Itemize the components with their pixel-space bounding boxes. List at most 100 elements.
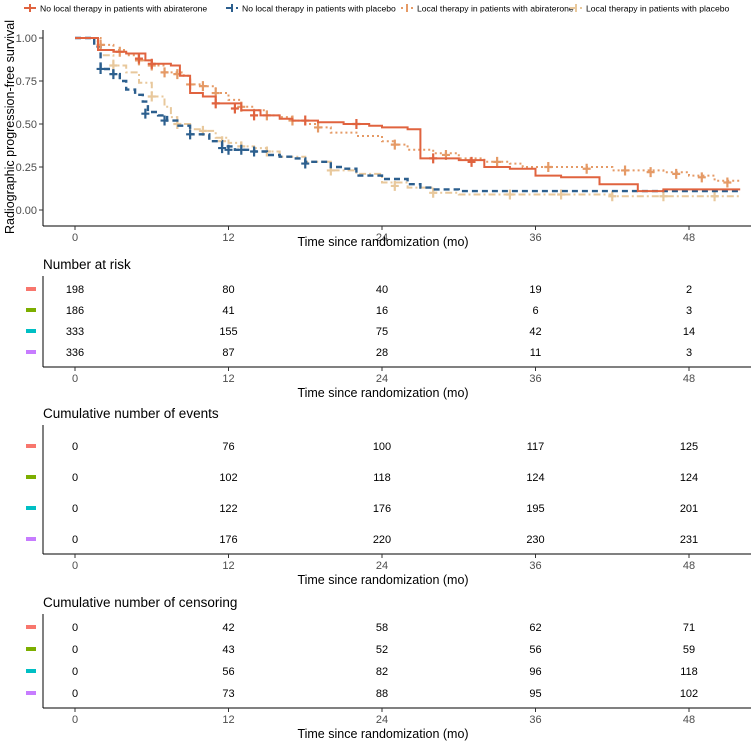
risk-table-cell: 82 — [376, 666, 388, 678]
y-tick-label: 0.25 — [16, 162, 37, 174]
risk-table-cell: 100 — [373, 441, 391, 453]
risk-table-cell: 96 — [529, 666, 541, 678]
risk-table-cell: 76 — [222, 441, 234, 453]
risk-table-cell: 198 — [66, 284, 84, 296]
risk-table-cell: 201 — [680, 503, 698, 515]
risk-table-cell: 71 — [683, 622, 695, 634]
censor-mark — [697, 172, 706, 183]
legend-label-2: No local therapy in patients with placeb… — [242, 4, 396, 14]
censor-mark — [352, 119, 361, 129]
censor-mark — [429, 187, 438, 198]
censor-mark — [186, 129, 195, 140]
risk-table-row-key — [26, 647, 36, 651]
table-x-axis-label: Time since randomization (mo) — [297, 386, 468, 400]
risk-table-cell: 19 — [529, 284, 541, 296]
table-x-tick-label: 48 — [683, 714, 695, 726]
y-tick-label: 0.75 — [16, 76, 37, 88]
risk-table-cell: 58 — [376, 622, 388, 634]
censor-mark — [109, 69, 118, 80]
table-x-tick-label: 24 — [376, 714, 388, 726]
risk-table-cell: 176 — [219, 534, 237, 546]
risk-table-cell: 176 — [373, 503, 391, 515]
risk-table-cell: 52 — [376, 644, 388, 656]
censor-mark — [390, 180, 399, 191]
risk-table-cell: 87 — [222, 347, 234, 359]
censor-mark — [218, 143, 227, 154]
table-x-tick-label: 0 — [72, 714, 78, 726]
risk-table-cell: 3 — [686, 347, 692, 359]
risk-table-row-key — [26, 287, 36, 291]
censor-mark — [160, 115, 169, 126]
risk-table-cell: 62 — [529, 622, 541, 634]
risk-table-cell: 56 — [529, 644, 541, 656]
risk-table-cell: 195 — [526, 503, 544, 515]
risk-table-row-key — [26, 669, 36, 673]
risk-table-cell: 102 — [219, 472, 237, 484]
risk-table-cell: 118 — [680, 666, 698, 678]
censor-mark — [224, 144, 233, 155]
risk-table-cell: 41 — [222, 305, 234, 317]
x-tick-label: 36 — [529, 232, 541, 244]
risk-table-row-key — [26, 350, 36, 354]
risk-table-cell: 11 — [530, 347, 541, 359]
risk-table-cell: 59 — [683, 644, 695, 656]
risk-table-cell: 6 — [532, 305, 538, 317]
risk-table-cell: 186 — [66, 305, 84, 317]
risk-table-cell: 0 — [72, 622, 78, 634]
censor-mark — [141, 108, 150, 119]
risk-table-cell: 14 — [683, 326, 695, 338]
risk-table-row-key — [26, 506, 36, 510]
risk-table-cell: 0 — [72, 688, 78, 700]
risk-table-cell: 56 — [222, 666, 234, 678]
risk-table-cell: 0 — [72, 644, 78, 656]
risk-table-cell: 42 — [529, 326, 541, 338]
censor-mark — [582, 163, 591, 174]
risk-table-cell: 220 — [373, 534, 391, 546]
table-x-tick-label: 0 — [72, 560, 78, 572]
risk-table-cell: 2 — [686, 284, 692, 296]
censor-mark — [646, 167, 655, 178]
risk-table-row-key — [26, 444, 36, 448]
censor-mark — [314, 122, 323, 133]
risk-table-cell: 117 — [527, 441, 545, 453]
censor-mark — [723, 177, 732, 188]
censor-mark — [109, 60, 118, 71]
risk-table-cell: 155 — [219, 326, 237, 338]
risk-table-cell: 3 — [686, 305, 692, 317]
risk-table-row-key — [26, 475, 36, 479]
km-curve-4 — [75, 37, 741, 198]
legend-label-1: No local therapy in patients with abirat… — [40, 4, 207, 14]
risk-table-row-key — [26, 308, 36, 312]
censor-mark — [301, 158, 310, 169]
risk-table-cell: 102 — [680, 688, 698, 700]
legend-label-4: Local therapy in patients with placebo — [586, 4, 730, 14]
table-x-tick-label: 24 — [376, 560, 388, 572]
risk-table-cell: 0 — [72, 534, 78, 546]
risk-table-cell: 124 — [526, 472, 544, 484]
table-x-tick-label: 12 — [222, 714, 234, 726]
km-curve-2 — [75, 36, 741, 193]
y-tick-label: 1.00 — [16, 33, 37, 45]
risk-table-cell: 124 — [680, 472, 698, 484]
censor-mark — [608, 191, 617, 202]
risk-table-title: Cumulative number of censoring — [43, 595, 237, 610]
x-tick-label: 12 — [222, 232, 234, 244]
censor-mark — [505, 189, 514, 200]
x-tick-label: 48 — [683, 232, 695, 244]
censor-mark — [390, 139, 399, 150]
risk-table-cell: 125 — [680, 441, 698, 453]
risk-table-cell: 73 — [222, 688, 234, 700]
risk-table-2: Cumulative number of events 0 76 100 117 125 0… — [26, 406, 751, 587]
risk-table-cell: 118 — [373, 472, 391, 484]
km-plot: Radiographic progression-free survival 0… — [3, 20, 751, 249]
table-x-tick-label: 12 — [222, 560, 234, 572]
table-x-tick-label: 12 — [222, 373, 234, 385]
censor-mark — [230, 103, 239, 114]
legend-label-3: Local therapy in patients with abiratero… — [417, 4, 574, 14]
risk-table-cell: 75 — [376, 326, 388, 338]
censor-mark — [467, 156, 476, 167]
km-curve-3 — [75, 37, 742, 183]
risk-table-row-key — [26, 537, 36, 541]
censor-mark — [147, 58, 156, 69]
risk-table-cell: 336 — [66, 347, 84, 359]
